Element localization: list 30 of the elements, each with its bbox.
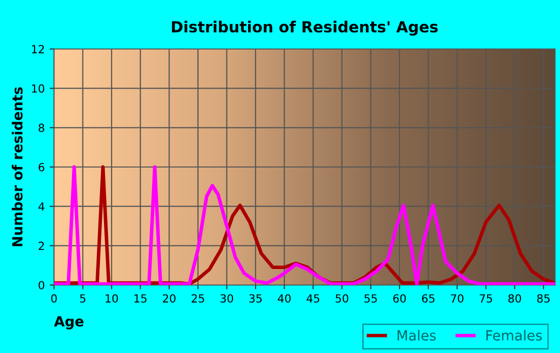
x-tick-label: 70 — [450, 294, 464, 303]
x-tick-label: 50 — [336, 294, 348, 303]
y-tick-label: 10 — [32, 84, 44, 93]
chart-title: Distribution of Residents' Ages — [172, 20, 438, 36]
x-tick-label: 45 — [306, 294, 320, 303]
y-tick-label: 0 — [38, 280, 44, 290]
legend-label: Males — [398, 330, 436, 341]
x-tick-label: 5 — [80, 294, 86, 303]
y-tick-label: 6 — [38, 162, 44, 172]
x-tick-label: 15 — [134, 294, 146, 303]
x-tick-label: 10 — [106, 294, 118, 303]
y-tick-label: 12 — [32, 44, 44, 54]
x-axis-title: Age — [54, 316, 84, 330]
x-tick-label: 80 — [508, 294, 522, 303]
x-tick-label: 30 — [220, 294, 234, 303]
y-axis-title: Number of residents — [12, 87, 23, 246]
y-tick-label: 4 — [38, 202, 44, 211]
x-tick-label: 55 — [364, 294, 377, 303]
y-tick-label: 2 — [38, 242, 44, 250]
legend-label: Females — [486, 330, 542, 341]
x-tick-label: 20 — [162, 294, 176, 303]
y-tick-label: 8 — [38, 124, 44, 132]
x-tick-label: 65 — [422, 294, 434, 303]
x-tick-label: 75 — [480, 294, 492, 303]
x-tick-label: 0 — [51, 294, 57, 303]
x-tick-label: 85 — [537, 294, 550, 303]
x-tick-label: 40 — [278, 294, 291, 303]
x-tick-label: 60 — [393, 294, 406, 303]
x-tick-label: 25 — [192, 294, 204, 303]
x-tick-label: 35 — [249, 294, 262, 303]
